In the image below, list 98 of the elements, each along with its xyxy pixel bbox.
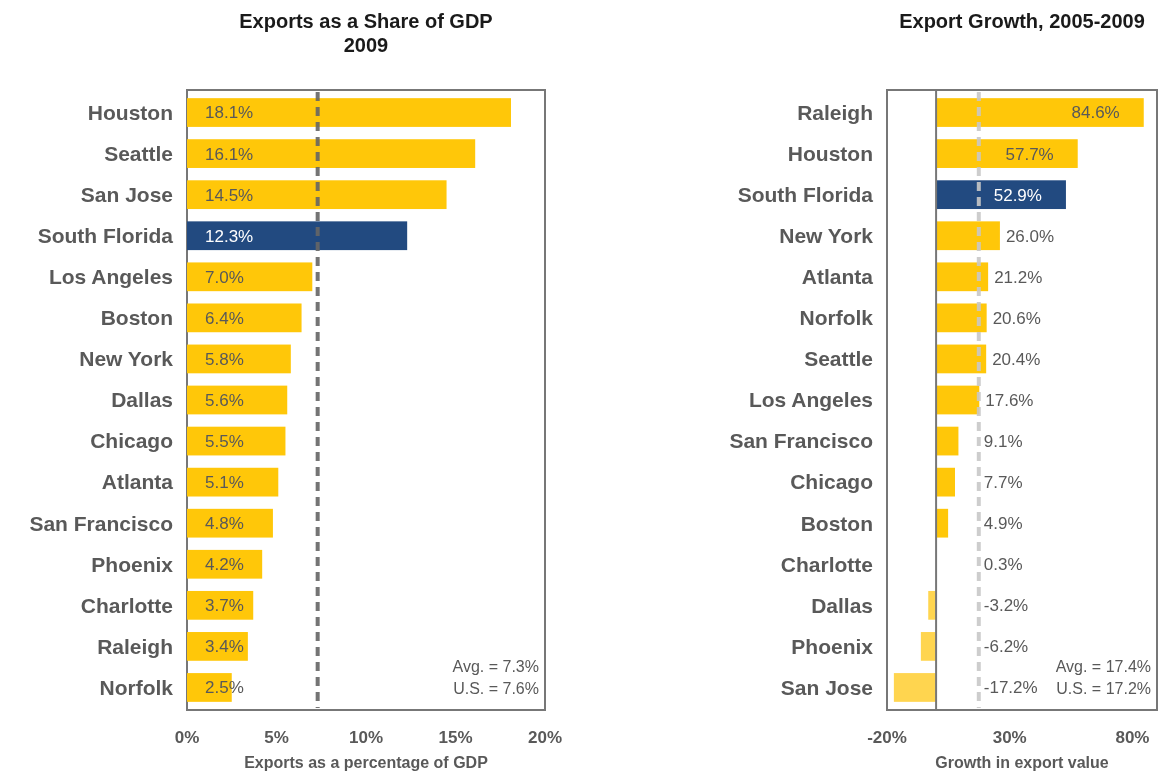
data-label: 17.6% — [985, 390, 1034, 410]
y-tick-label: Chicago — [90, 429, 173, 453]
y-tick-label: South Florida — [37, 224, 174, 248]
bar — [936, 98, 1144, 127]
bar — [936, 139, 1078, 168]
bar — [187, 98, 511, 127]
y-tick-label: San Jose — [80, 183, 173, 207]
annotation: Avg. = 17.4% — [1055, 658, 1151, 675]
y-tick-label: Atlanta — [801, 265, 874, 289]
bar — [187, 180, 447, 210]
data-label: 5.5% — [205, 432, 244, 452]
data-label: 57.7% — [1005, 144, 1054, 164]
data-label: 4.8% — [205, 514, 244, 534]
data-label: -3.2% — [983, 596, 1029, 616]
bar — [187, 467, 279, 497]
data-label: -6.2% — [983, 637, 1029, 657]
bar — [936, 262, 989, 292]
data-label: 21.2% — [994, 267, 1043, 287]
bar — [936, 344, 987, 374]
data-label: -17.2% — [983, 678, 1038, 698]
bar — [187, 221, 408, 251]
x-tick-label: 0% — [174, 728, 200, 747]
data-label: 5.8% — [205, 349, 244, 369]
data-label: 7.7% — [983, 473, 1023, 493]
annotation: U.S. = 17.2% — [1056, 680, 1151, 697]
y-tick-label: San Jose — [780, 675, 873, 699]
data-label: 4.9% — [983, 514, 1023, 534]
bar — [893, 673, 937, 702]
chart-title: Export Growth, 2005-2009 — [899, 10, 1145, 32]
chart-title: Exports as a Share of GDP 2009 — [239, 10, 493, 56]
y-tick-label: Seattle — [104, 141, 173, 165]
y-tick-label: Norfolk — [799, 306, 874, 330]
data-label: 4.2% — [205, 555, 244, 575]
y-tick-label: New York — [779, 224, 874, 248]
y-tick-label: Boston — [800, 511, 873, 535]
annotation: Avg. = 7.3% — [452, 658, 539, 675]
y-tick-label: Charlotte — [80, 593, 173, 617]
bar — [936, 385, 980, 415]
y-tick-label: Raleigh — [797, 100, 873, 124]
x-tick-label: -20% — [867, 728, 907, 747]
y-tick-label: Charlotte — [780, 552, 873, 576]
y-tick-label: Atlanta — [101, 470, 174, 494]
data-label: 3.7% — [205, 596, 244, 616]
data-label: 14.5% — [205, 185, 254, 205]
bar — [936, 303, 987, 333]
y-tick-label: Seattle — [804, 347, 873, 371]
y-tick-label: Houston — [87, 100, 173, 124]
bar — [936, 508, 949, 538]
data-label: 3.4% — [205, 637, 244, 657]
y-tick-label: Raleigh — [97, 634, 173, 658]
y-tick-label: San Francisco — [729, 429, 873, 453]
y-tick-label: Dallas — [811, 593, 873, 617]
data-label: 0.3% — [983, 555, 1023, 575]
x-axis-title: Growth in export value — [935, 754, 1109, 771]
data-label: 26.0% — [1005, 226, 1055, 246]
x-tick-label: 30% — [992, 728, 1027, 747]
x-tick-label: 5% — [264, 728, 289, 747]
y-tick-label: Los Angeles — [48, 265, 173, 289]
y-tick-label: Houston — [787, 141, 873, 165]
data-label: 84.6% — [1071, 103, 1120, 123]
x-axis-title: Exports as a percentage of GDP — [244, 754, 489, 771]
y-tick-label: New York — [79, 347, 174, 371]
x-tick-label: 15% — [438, 728, 473, 747]
bar — [936, 180, 1066, 210]
y-tick-label: San Francisco — [29, 511, 173, 535]
bar — [936, 467, 955, 497]
data-label: 7.0% — [205, 267, 244, 287]
x-tick-label: 20% — [527, 728, 563, 747]
data-label: 5.1% — [205, 473, 244, 493]
data-label: 5.6% — [205, 390, 244, 410]
data-label: 20.4% — [992, 349, 1041, 369]
y-tick-label: Chicago — [790, 470, 873, 494]
y-tick-label: Los Angeles — [748, 388, 873, 412]
annotation: U.S. = 7.6% — [453, 680, 539, 697]
data-label: 9.1% — [983, 432, 1023, 452]
y-tick-label: Norfolk — [99, 675, 174, 699]
data-label: 18.1% — [205, 103, 254, 123]
bar — [187, 508, 273, 538]
data-label: 20.6% — [992, 308, 1041, 328]
x-tick-label: 10% — [348, 728, 384, 747]
bar — [936, 221, 1000, 251]
x-tick-label: 80% — [1115, 728, 1150, 747]
data-label: 6.4% — [205, 308, 244, 328]
bar — [187, 549, 263, 579]
data-label: 16.1% — [205, 144, 254, 164]
bar — [936, 426, 959, 456]
y-tick-label: Phoenix — [791, 634, 874, 658]
bar — [920, 632, 937, 661]
y-tick-label: Phoenix — [91, 552, 174, 576]
data-label: 52.9% — [993, 185, 1042, 205]
y-tick-label: Boston — [100, 306, 173, 330]
bar — [928, 590, 937, 620]
y-tick-label: South Florida — [737, 183, 874, 207]
bar — [187, 303, 302, 333]
data-label: 12.3% — [205, 226, 254, 246]
bar — [187, 139, 476, 168]
bar — [187, 262, 313, 292]
y-tick-label: Dallas — [111, 388, 173, 412]
